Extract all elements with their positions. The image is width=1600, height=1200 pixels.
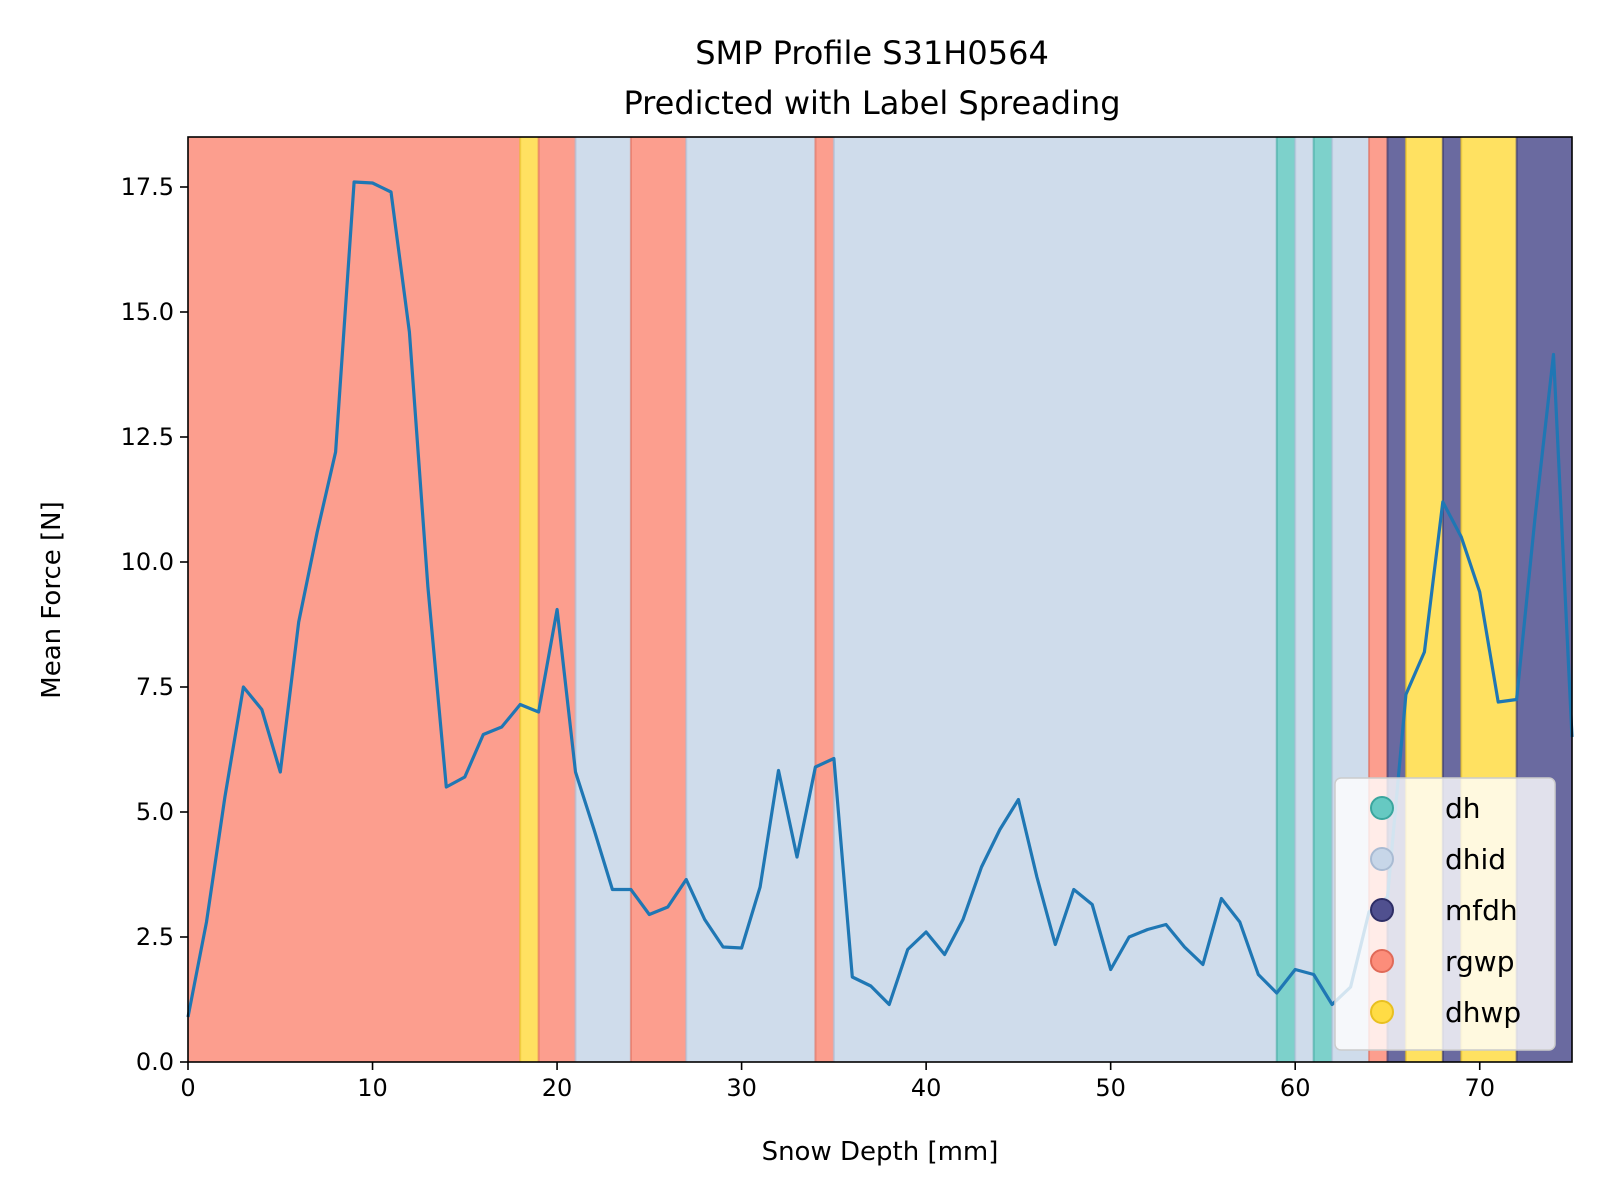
x-axis-label: Snow Depth [mm] <box>762 1137 999 1167</box>
x-tick-label: 40 <box>911 1074 942 1102</box>
x-tick-label: 20 <box>542 1074 573 1102</box>
band-dhid <box>575 137 631 1062</box>
y-tick-label: 15.0 <box>121 298 174 326</box>
y-tick-label: 5.0 <box>136 798 174 826</box>
legend-marker-dhid <box>1370 847 1394 871</box>
legend-label-rgwp: rgwp <box>1445 945 1514 978</box>
x-tick-label: 70 <box>1464 1074 1495 1102</box>
chart-subtitle: Predicted with Label Spreading <box>623 84 1120 122</box>
band-dhid <box>686 137 816 1062</box>
y-tick-label: 10.0 <box>121 548 174 576</box>
x-tick-label: 30 <box>726 1074 757 1102</box>
plot-frame <box>187 136 1573 1063</box>
legend-marker-dh <box>1370 796 1394 820</box>
band-rgwp <box>815 137 834 1062</box>
x-axis-ticks: 0 10 20 30 40 50 60 70 <box>180 1062 1495 1102</box>
band-dhid <box>833 137 1277 1062</box>
y-tick-label: 12.5 <box>121 423 174 451</box>
legend-label-dh: dh <box>1445 792 1481 825</box>
y-tick-label: 2.5 <box>136 923 174 951</box>
chart-title: SMP Profile S31H0564 <box>695 34 1049 72</box>
y-tick-label: 17.5 <box>121 173 174 201</box>
band-dhid <box>1295 137 1314 1062</box>
band-rgwp <box>188 137 521 1062</box>
y-tick-label: 7.5 <box>136 673 174 701</box>
band-dhwp <box>520 137 539 1062</box>
legend-label-dhid: dhid <box>1445 843 1506 876</box>
band-rgwp <box>538 137 576 1062</box>
band-dh <box>1313 137 1333 1062</box>
x-tick-label: 10 <box>357 1074 388 1102</box>
band-dh <box>1276 137 1296 1062</box>
class-bands <box>188 137 1572 1062</box>
band-rgwp <box>630 137 687 1062</box>
legend-label-dhwp: dhwp <box>1445 996 1521 1029</box>
y-axis-ticks: 0.0 2.5 5.0 7.5 10.0 12.5 15.0 17.5 <box>121 173 188 1076</box>
legend: dh dhid mfdh rgwp dhwp <box>1334 777 1556 1051</box>
legend-marker-dhwp <box>1370 1000 1394 1024</box>
x-tick-label: 60 <box>1280 1074 1311 1102</box>
y-axis-label: Mean Force [N] <box>37 501 67 698</box>
y-tick-label: 0.0 <box>136 1048 174 1076</box>
legend-marker-rgwp <box>1370 949 1394 973</box>
legend-label-mfdh: mfdh <box>1445 894 1518 927</box>
x-tick-label: 50 <box>1095 1074 1126 1102</box>
x-tick-label: 0 <box>180 1074 195 1102</box>
legend-box <box>1334 777 1556 1051</box>
legend-marker-mfdh <box>1370 898 1394 922</box>
